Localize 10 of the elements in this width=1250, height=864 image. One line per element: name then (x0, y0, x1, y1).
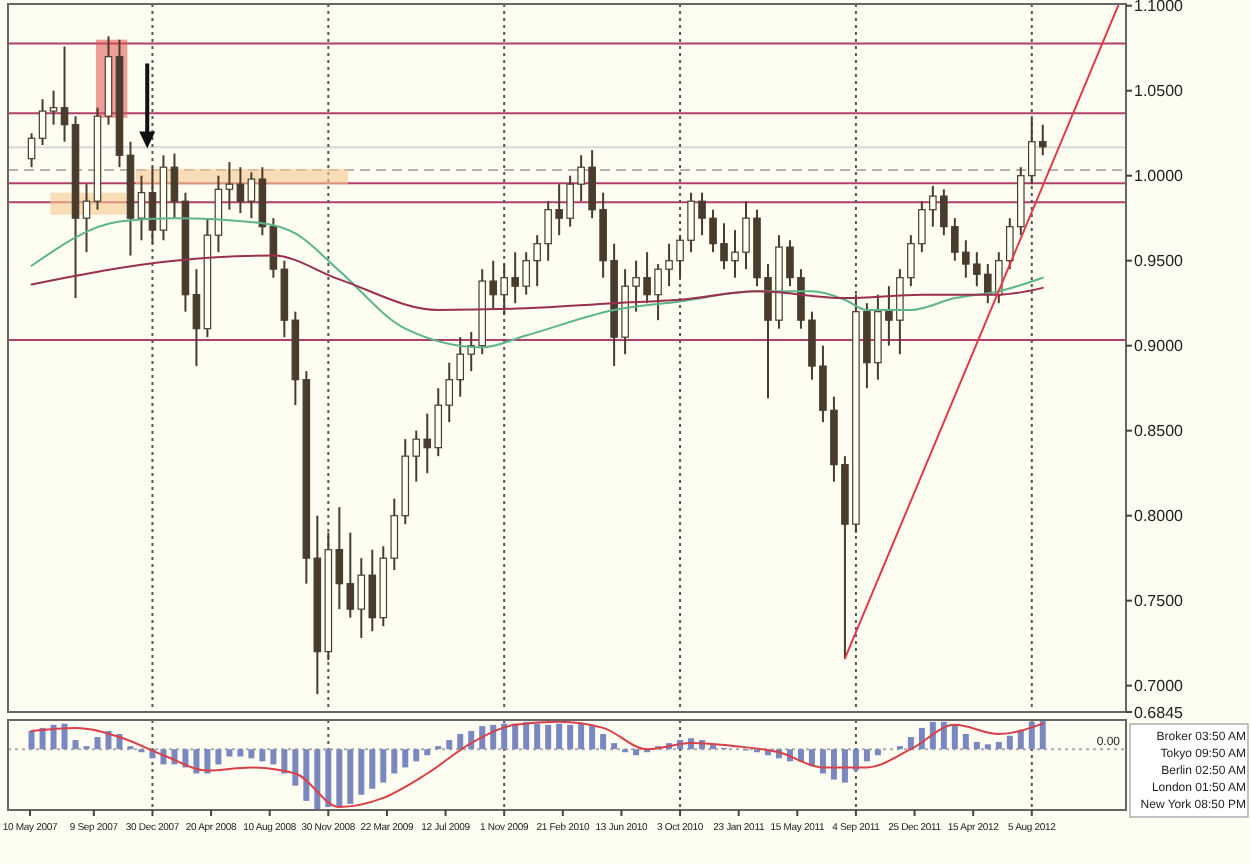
y-tick-label: 0.8000 (1134, 507, 1185, 526)
y-tick-label: 0.9000 (1134, 337, 1185, 356)
y-tick-label: 1.1000 (1134, 0, 1185, 16)
y-tick-label: 1.0000 (1134, 167, 1185, 186)
y-tick-label: 0.7500 (1134, 592, 1185, 611)
y-tick-label: 0.9500 (1134, 252, 1185, 271)
y-tick-label: 0.7000 (1134, 677, 1185, 696)
y-tick-label: 1.0500 (1134, 82, 1185, 101)
y-tick-label: 0.6845 (1134, 703, 1185, 722)
y-tick-label: 0.8500 (1134, 422, 1185, 441)
